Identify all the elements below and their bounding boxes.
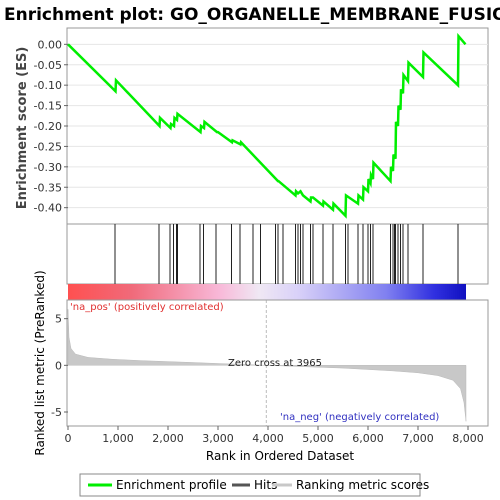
es-tick-label: -0.25 [34, 140, 62, 153]
legend-enrichment-label: Enrichment profile [116, 478, 227, 492]
x-tick-label: 2,000 [152, 432, 184, 445]
x-tick-label: 6,000 [352, 432, 384, 445]
x-tick-label: 7,000 [402, 432, 434, 445]
x-tick-label: 5,000 [302, 432, 334, 445]
x-axis-label: Rank in Ordered Dataset [206, 449, 354, 463]
metric-tick-label: 5 [55, 313, 62, 326]
x-tick-label: 0 [65, 432, 72, 445]
es-tick-label: -0.30 [34, 161, 62, 174]
metric-y-ticks: 5 0 -5 [51, 313, 68, 419]
x-tick-label: 1,000 [102, 432, 134, 445]
metric-y-axis-label: Ranked list metric (PreRanked) [33, 270, 47, 455]
es-y-axis-label: Enrichment score (ES) [15, 47, 30, 210]
es-tick-label: -0.20 [34, 120, 62, 133]
x-ticks: 0 1,000 2,000 3,000 4,000 5,000 6,000 7,000 8,00… [65, 426, 484, 445]
legend: Enrichment profile Hits Ranking metric s… [80, 474, 429, 496]
ranking-color-band [68, 284, 466, 300]
legend-metric-label: Ranking metric scores [296, 478, 429, 492]
x-tick-label: 8,000 [452, 432, 484, 445]
metric-tick-label: -5 [51, 406, 62, 419]
es-tick-label: -0.40 [34, 202, 62, 215]
es-tick-label: 0.00 [38, 38, 63, 51]
chart-title: Enrichment plot: GO_ORGANELLE_MEMBRANE_F… [4, 5, 500, 25]
metric-tick-label: 0 [55, 359, 62, 372]
es-tick-label: -0.10 [34, 79, 62, 92]
x-tick-label: 4,000 [252, 432, 284, 445]
x-tick-label: 3,000 [202, 432, 234, 445]
es-tick-label: -0.35 [34, 181, 62, 194]
na-neg-label: 'na_neg' (negatively correlated) [280, 412, 439, 423]
zero-cross-label: Zero cross at 3965 [228, 358, 322, 369]
hits-panel [67, 224, 488, 284]
es-tick-label: -0.15 [34, 100, 62, 113]
es-tick-label: -0.05 [34, 59, 62, 72]
es-panel: 0.00 -0.05 -0.10 -0.15 -0.20 -0.25 -0.30 -0.35 -… [15, 28, 488, 224]
na-pos-label: 'na_pos' (positively correlated) [70, 302, 224, 313]
